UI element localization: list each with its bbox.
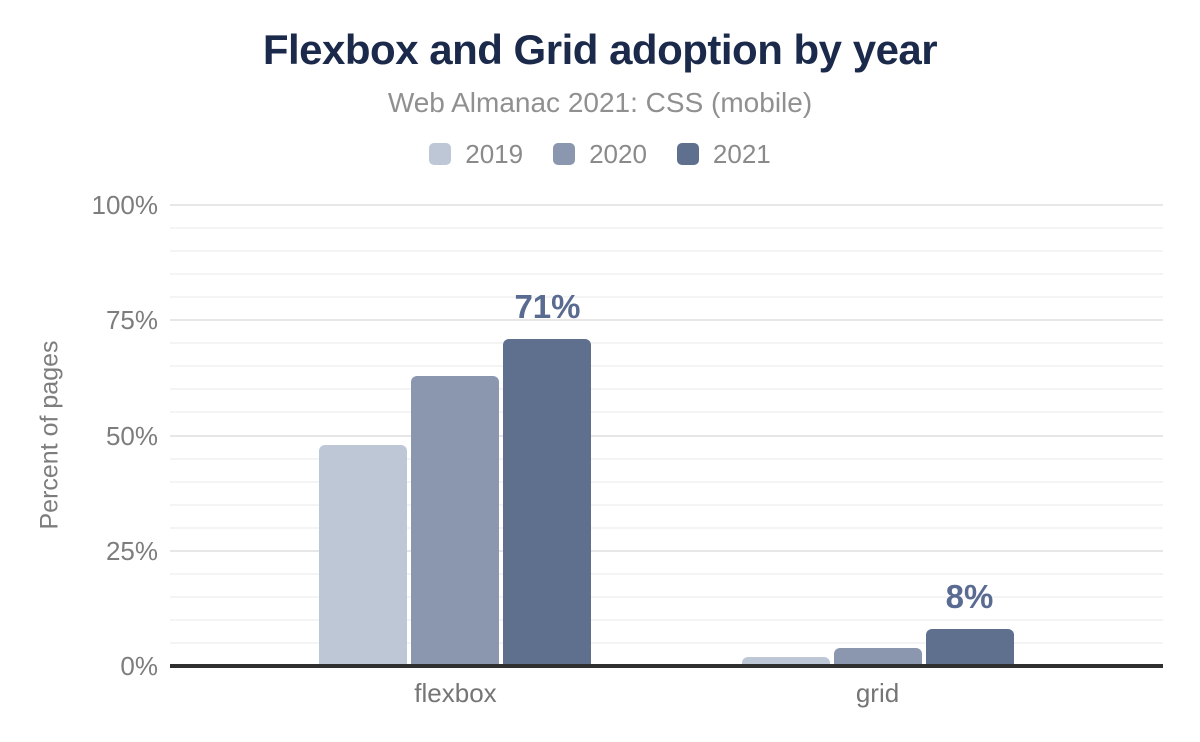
gridline-minor	[170, 641, 1163, 644]
bar-grid-2021	[925, 629, 1014, 666]
gridline-minor	[170, 595, 1163, 598]
legend-swatch-2019	[429, 143, 452, 166]
gridline-minor	[170, 342, 1163, 345]
gridline-major	[170, 549, 1163, 552]
y-tick-label-75%: 75%	[105, 305, 158, 336]
x-axis-label-grid: grid	[855, 678, 900, 708]
gridline-major	[170, 204, 1163, 206]
legend-swatch-2021	[676, 143, 699, 166]
bar-flexbox-2019	[319, 444, 408, 666]
bar-flexbox-2020	[411, 375, 500, 666]
legend: 2019 2020 2021	[0, 141, 1200, 167]
gridline-minor	[170, 365, 1163, 368]
legend-label: 2021	[712, 139, 771, 170]
legend-label: 2019	[465, 139, 524, 170]
bar-value-label-flexbox: 71%	[514, 287, 581, 325]
legend-item-2020: 2020	[553, 141, 647, 167]
legend-item-2021: 2021	[676, 139, 771, 170]
gridline-minor	[170, 572, 1163, 575]
bar-flexbox-2021	[503, 338, 592, 666]
chart-subtitle: Web Almanac 2021: CSS (mobile)	[387, 87, 813, 119]
bar-grid-2019	[741, 656, 830, 666]
gridline-minor	[170, 526, 1163, 529]
gridline-minor	[170, 227, 1163, 230]
gridline-minor	[170, 480, 1163, 483]
y-tick-label-100%: 100%	[91, 190, 159, 220]
gridline-minor	[170, 250, 1163, 253]
y-tick-label-25%: 25%	[105, 535, 158, 566]
legend-swatch-2020	[553, 143, 576, 166]
plot-area: 71% 8%	[170, 204, 1163, 666]
gridline-minor	[170, 457, 1163, 460]
y-tick-label-0%: 0%	[120, 651, 158, 681]
chart-title: Flexbox and Grid adoption by year	[262, 26, 938, 73]
gridline-minor	[170, 411, 1163, 414]
gridline-minor	[170, 618, 1163, 621]
x-axis-label-flexbox: flexbox	[414, 678, 497, 708]
y-tick-label-50%: 50%	[105, 420, 158, 451]
gridline-major	[170, 319, 1163, 322]
gridline-minor	[170, 273, 1163, 276]
x-axis-line	[170, 664, 1163, 668]
gridline-minor	[170, 503, 1163, 506]
legend-label: 2020	[589, 139, 647, 170]
legend-item-2019: 2019	[429, 141, 523, 167]
bar-value-label-grid: 8%	[945, 578, 994, 616]
bar-grid-2020	[833, 647, 922, 666]
gridline-major	[170, 434, 1163, 437]
gridline-minor	[170, 296, 1163, 299]
gridline-minor	[170, 388, 1163, 391]
